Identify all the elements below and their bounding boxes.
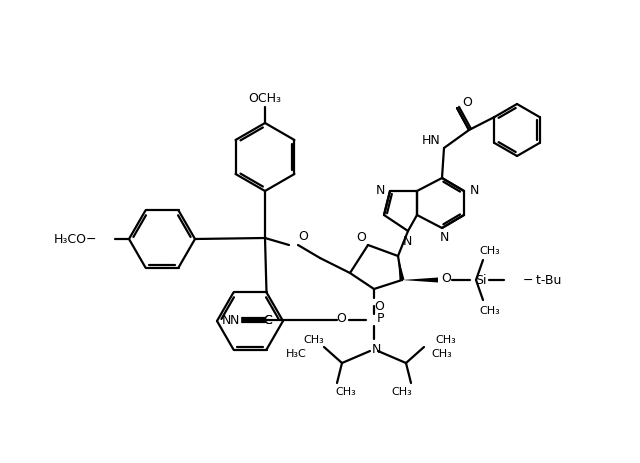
Text: N: N	[403, 235, 412, 248]
Text: H₃C: H₃C	[286, 348, 307, 358]
Text: O: O	[462, 95, 472, 108]
Polygon shape	[398, 257, 404, 281]
Text: O: O	[298, 230, 308, 243]
Text: CH₃: CH₃	[431, 348, 452, 358]
Text: N: N	[439, 231, 449, 244]
Polygon shape	[402, 278, 438, 283]
Text: O: O	[441, 272, 451, 285]
Text: N: N	[229, 314, 239, 327]
Text: N: N	[371, 343, 381, 356]
Text: CH₃: CH₃	[392, 386, 412, 396]
Text: CH₃: CH₃	[335, 386, 356, 396]
Text: P: P	[376, 312, 384, 325]
Text: − t‐Bu: − t‐Bu	[523, 274, 561, 287]
Text: N: N	[469, 184, 479, 197]
Text: C: C	[264, 314, 273, 327]
Text: CH₃: CH₃	[436, 334, 456, 344]
Text: N: N	[375, 184, 385, 197]
Text: C: C	[264, 314, 273, 327]
Text: O: O	[356, 231, 366, 244]
Text: OCH₃: OCH₃	[248, 91, 282, 104]
Text: H₃CO−: H₃CO−	[54, 233, 97, 246]
Text: N: N	[221, 314, 230, 327]
Text: O: O	[336, 312, 346, 325]
Text: O: O	[374, 300, 384, 313]
Text: CH₃: CH₃	[479, 245, 500, 256]
Text: CH₃: CH₃	[303, 334, 324, 344]
Text: Si: Si	[476, 274, 487, 287]
Text: CH₃: CH₃	[479, 305, 500, 315]
Text: HN: HN	[422, 133, 440, 146]
